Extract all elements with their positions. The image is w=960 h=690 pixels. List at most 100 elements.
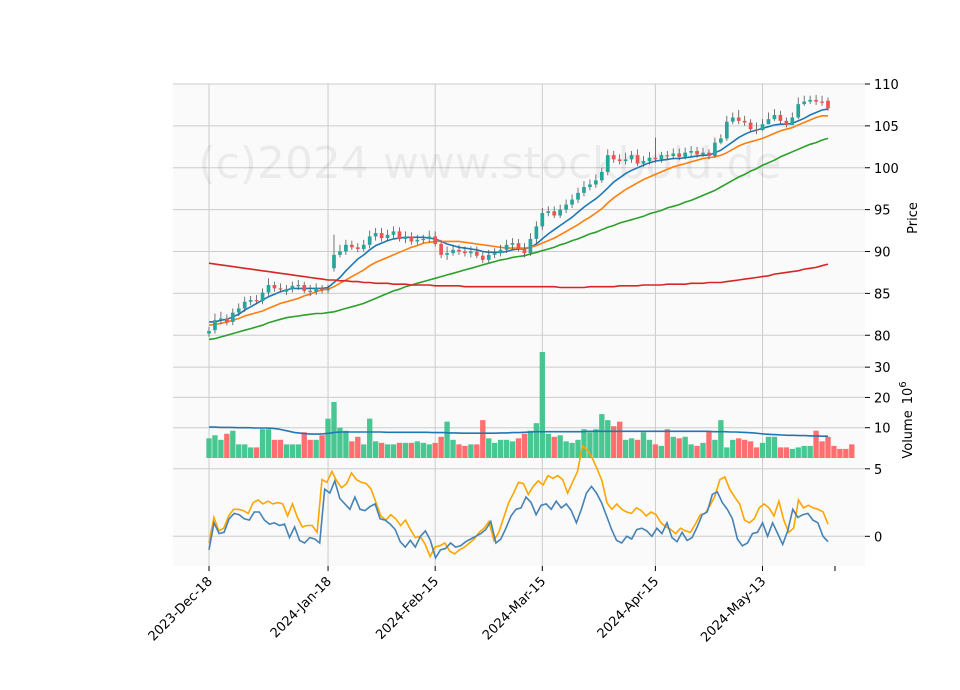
candle-body — [326, 289, 330, 291]
volume-bar — [676, 438, 682, 458]
candle-body — [314, 288, 318, 292]
candle-body — [403, 236, 408, 239]
oscillator-y-tick-label: 5 — [874, 463, 882, 478]
oscillator-line-1 — [208, 444, 829, 559]
candle-body — [576, 192, 580, 200]
price-panel: (c)2024 www.stockbold.de 80 85 90 95 100 105 1… — [173, 78, 921, 352]
candle-body — [397, 231, 402, 239]
volume-bar — [218, 439, 224, 458]
volume-bar — [289, 444, 296, 458]
candle-body — [278, 288, 283, 290]
volume-bar — [819, 441, 825, 458]
volume-bar — [581, 429, 587, 458]
volume-bar — [527, 430, 534, 458]
candle-body — [778, 114, 783, 121]
candle-body — [391, 231, 396, 235]
volume-bar — [390, 444, 397, 458]
candle-body — [474, 251, 479, 256]
candle-body — [207, 331, 211, 334]
volume-multiplier: 10 — [901, 388, 916, 405]
candle-body — [540, 212, 545, 227]
x-tick-label: 2024-Mar-15 — [480, 574, 549, 643]
x-axis-ticks: 2023-Dec-18 2024-Jan-18 2024-Feb-15 2024-Ma… — [146, 566, 836, 645]
volume-bar — [301, 432, 307, 458]
candle-body — [504, 244, 509, 250]
candle-body — [742, 120, 747, 123]
price-y-tick-label: 105 — [874, 120, 899, 135]
volume-bar — [640, 432, 647, 458]
candle-body — [338, 251, 342, 255]
volume-bar — [843, 448, 849, 458]
volume-bar — [795, 447, 801, 458]
candle-body — [373, 233, 378, 237]
volume-bar — [372, 441, 379, 458]
volume-bar — [492, 442, 498, 458]
volume-bar — [730, 439, 736, 458]
volume-bar — [664, 429, 670, 458]
volume-bar — [849, 444, 855, 458]
volume-moving-average — [209, 426, 828, 438]
volume-bar — [747, 441, 754, 458]
volume-bar — [759, 442, 766, 458]
candle-body — [558, 209, 563, 216]
candle-body — [713, 142, 717, 157]
candle-body — [379, 233, 384, 239]
candle-body — [724, 121, 729, 139]
volume-bar — [807, 445, 813, 458]
volume-bar — [408, 442, 415, 458]
volume-bar — [432, 442, 438, 458]
x-tick-label: 2024-Feb-15 — [373, 574, 442, 643]
oscillator-grid — [173, 458, 865, 566]
candle-body — [790, 117, 795, 126]
volume-bar — [236, 444, 242, 458]
candle-body — [570, 199, 574, 205]
candle-body — [296, 285, 301, 287]
volume-bar — [331, 401, 337, 458]
price-y-ticks: 80 85 90 95 100 105 110 — [865, 78, 899, 344]
candle-body — [469, 251, 473, 254]
volume-bar — [367, 418, 373, 458]
candle-body — [671, 153, 676, 157]
x-tick-label: 2024-May-13 — [698, 574, 769, 645]
volume-bar — [230, 430, 236, 458]
candle-body — [510, 243, 515, 245]
volume-bar — [283, 444, 290, 458]
volume-bar — [682, 436, 688, 458]
volume-y-tick-label: 30 — [874, 361, 891, 376]
candle-body — [385, 234, 390, 239]
volume-bar — [396, 442, 403, 458]
candle-body — [641, 161, 646, 164]
volume-bar — [503, 439, 510, 458]
volume-bar — [247, 447, 254, 458]
candle-body — [736, 117, 741, 121]
price-axis-title: Price — [906, 202, 921, 234]
volume-bar — [694, 445, 700, 458]
volume-bar — [724, 447, 730, 458]
candle-body — [814, 99, 818, 102]
oscillator-lines — [208, 444, 829, 560]
volume-bar — [206, 438, 212, 458]
volume-bar — [765, 436, 772, 458]
candle-body — [564, 204, 568, 210]
candle-body — [772, 114, 777, 120]
volume-bar — [825, 436, 831, 458]
volume-bar — [605, 420, 611, 458]
candle-body — [719, 138, 723, 143]
volume-multiplier-exponent: 6 — [898, 381, 909, 387]
volume-bar — [480, 420, 486, 458]
volume-bar — [486, 438, 492, 458]
volume-ma-line — [209, 426, 828, 438]
volume-bar — [343, 430, 349, 458]
volume-bar — [450, 439, 456, 458]
volume-bar — [361, 444, 367, 458]
candle-body — [355, 247, 360, 249]
candle-body — [766, 119, 771, 125]
candle-body — [760, 124, 765, 131]
volume-bar — [801, 445, 807, 458]
candle-body — [754, 129, 759, 131]
candle-body — [230, 312, 235, 322]
candle-body — [677, 153, 682, 157]
candle-body — [707, 152, 711, 157]
volume-bar — [426, 444, 432, 458]
volume-bar — [753, 447, 760, 458]
